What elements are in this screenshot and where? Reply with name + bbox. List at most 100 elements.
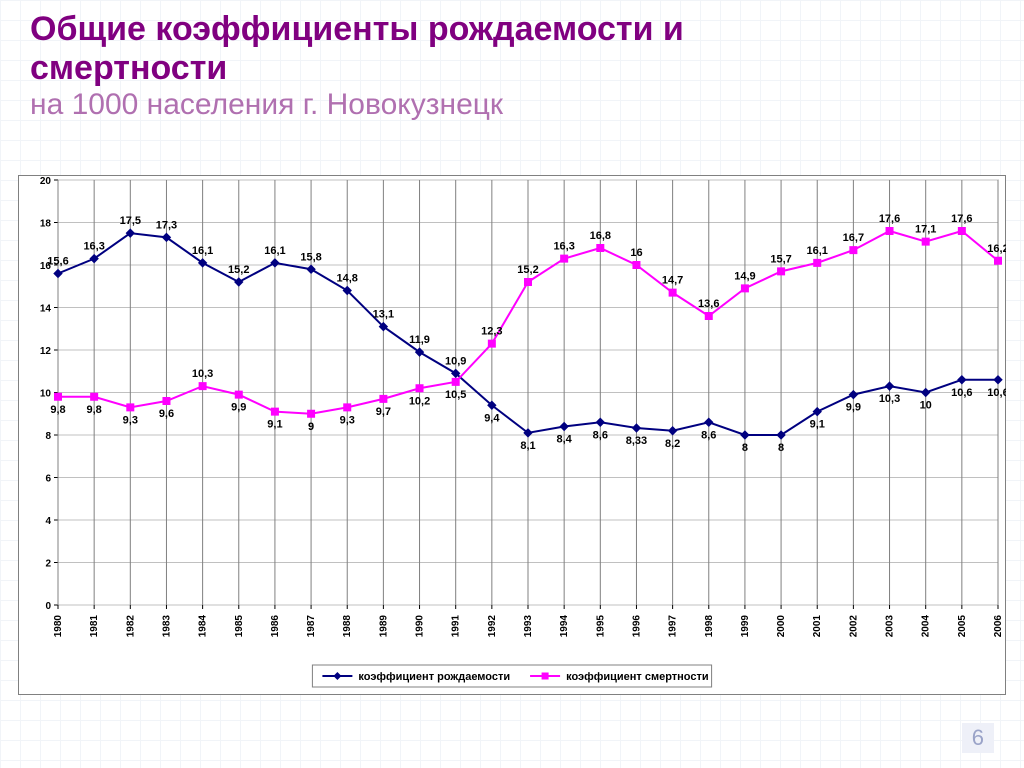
svg-text:1992: 1992 bbox=[487, 615, 498, 638]
svg-text:2000: 2000 bbox=[776, 615, 787, 638]
svg-text:8,2: 8,2 bbox=[665, 438, 680, 450]
svg-text:1995: 1995 bbox=[595, 615, 606, 638]
svg-text:14: 14 bbox=[40, 304, 52, 315]
svg-text:2002: 2002 bbox=[848, 615, 859, 638]
svg-text:16,2: 16,2 bbox=[987, 243, 1006, 255]
svg-text:15,7: 15,7 bbox=[770, 253, 791, 265]
svg-text:1991: 1991 bbox=[451, 615, 462, 638]
svg-text:12,3: 12,3 bbox=[481, 326, 502, 338]
svg-text:9,9: 9,9 bbox=[231, 402, 246, 414]
svg-text:15,8: 15,8 bbox=[300, 251, 321, 263]
line-chart: 0 2 4 6 8 10 12 14 16 18 20 1980 1981 1982 1983 1984 198… bbox=[18, 175, 1006, 695]
svg-text:9,3: 9,3 bbox=[340, 414, 355, 426]
svg-text:14,7: 14,7 bbox=[662, 275, 683, 287]
svg-text:14,8: 14,8 bbox=[337, 273, 358, 285]
svg-text:17,5: 17,5 bbox=[120, 215, 141, 227]
svg-text:18: 18 bbox=[40, 219, 52, 230]
svg-text:2006: 2006 bbox=[993, 615, 1004, 638]
svg-text:12: 12 bbox=[40, 346, 52, 357]
svg-text:15,2: 15,2 bbox=[228, 264, 249, 276]
svg-text:1994: 1994 bbox=[559, 615, 570, 638]
svg-text:16,1: 16,1 bbox=[192, 245, 213, 257]
svg-text:10,9: 10,9 bbox=[445, 355, 466, 367]
svg-text:1987: 1987 bbox=[306, 615, 317, 638]
svg-text:9,9: 9,9 bbox=[846, 402, 861, 414]
svg-text:9,6: 9,6 bbox=[159, 408, 174, 420]
svg-text:1993: 1993 bbox=[523, 615, 534, 638]
title-line2: смертности bbox=[30, 49, 990, 88]
svg-text:17,6: 17,6 bbox=[879, 213, 900, 225]
svg-text:9,4: 9,4 bbox=[484, 412, 500, 424]
svg-text:9,7: 9,7 bbox=[376, 406, 391, 418]
svg-text:9,1: 9,1 bbox=[267, 419, 282, 431]
svg-text:9,3: 9,3 bbox=[123, 414, 138, 426]
svg-text:16,3: 16,3 bbox=[83, 241, 104, 253]
svg-text:16,1: 16,1 bbox=[264, 245, 285, 257]
svg-text:8: 8 bbox=[742, 442, 748, 454]
svg-text:1996: 1996 bbox=[631, 615, 642, 638]
svg-text:1997: 1997 bbox=[668, 615, 679, 638]
svg-text:16,3: 16,3 bbox=[553, 241, 574, 253]
page-number: 6 bbox=[962, 723, 994, 753]
svg-text:10,6: 10,6 bbox=[987, 387, 1006, 399]
svg-text:9: 9 bbox=[308, 421, 314, 433]
svg-text:16,1: 16,1 bbox=[807, 245, 828, 257]
svg-text:4: 4 bbox=[45, 516, 51, 527]
svg-text:10,2: 10,2 bbox=[409, 395, 430, 407]
svg-text:15,6: 15,6 bbox=[47, 256, 68, 268]
svg-text:1981: 1981 bbox=[89, 615, 100, 638]
svg-text:9,8: 9,8 bbox=[87, 404, 102, 416]
svg-text:1986: 1986 bbox=[270, 615, 281, 638]
svg-text:10,3: 10,3 bbox=[192, 368, 213, 380]
svg-text:17,3: 17,3 bbox=[156, 219, 177, 231]
svg-text:10,3: 10,3 bbox=[879, 393, 900, 405]
svg-text:1984: 1984 bbox=[198, 615, 209, 638]
svg-text:8,33: 8,33 bbox=[626, 435, 647, 447]
svg-text:8,6: 8,6 bbox=[701, 429, 716, 441]
svg-text:коэффициент рождаемости: коэффициент рождаемости bbox=[358, 671, 510, 683]
svg-text:1989: 1989 bbox=[378, 615, 389, 638]
svg-text:8: 8 bbox=[45, 431, 51, 442]
svg-text:10,6: 10,6 bbox=[951, 387, 972, 399]
svg-text:1998: 1998 bbox=[704, 615, 715, 638]
svg-text:коэффициент смертности: коэффициент смертности bbox=[566, 671, 709, 683]
svg-text:2001: 2001 bbox=[812, 615, 823, 638]
svg-text:8,6: 8,6 bbox=[593, 429, 608, 441]
svg-text:16,8: 16,8 bbox=[590, 230, 611, 242]
svg-text:20: 20 bbox=[40, 176, 52, 187]
svg-text:11,9: 11,9 bbox=[409, 334, 430, 346]
svg-text:1980: 1980 bbox=[53, 615, 64, 638]
svg-text:2003: 2003 bbox=[885, 615, 896, 638]
svg-text:8: 8 bbox=[778, 442, 784, 454]
svg-text:17,1: 17,1 bbox=[915, 224, 936, 236]
svg-text:16,7: 16,7 bbox=[843, 232, 864, 244]
title-line1: Общие коэффициенты рождаемости и bbox=[30, 10, 990, 49]
svg-text:17,6: 17,6 bbox=[951, 213, 972, 225]
svg-text:10,5: 10,5 bbox=[445, 389, 466, 401]
svg-text:15,2: 15,2 bbox=[517, 264, 538, 276]
title-subtitle: на 1000 населения г. Новокузнецк bbox=[30, 88, 990, 123]
chart-container: 0 2 4 6 8 10 12 14 16 18 20 1980 1981 1982 1983 1984 198… bbox=[18, 175, 1006, 695]
svg-text:2004: 2004 bbox=[921, 615, 932, 638]
svg-text:1982: 1982 bbox=[125, 615, 136, 638]
svg-text:8,4: 8,4 bbox=[557, 434, 573, 446]
svg-text:16: 16 bbox=[630, 247, 642, 259]
svg-text:10: 10 bbox=[920, 400, 932, 412]
svg-text:1988: 1988 bbox=[342, 615, 353, 638]
svg-text:1990: 1990 bbox=[415, 615, 426, 638]
svg-text:13,1: 13,1 bbox=[373, 309, 394, 321]
svg-text:13,6: 13,6 bbox=[698, 298, 719, 310]
svg-text:9,8: 9,8 bbox=[50, 404, 65, 416]
svg-text:6: 6 bbox=[45, 474, 51, 485]
svg-text:2: 2 bbox=[45, 559, 51, 570]
svg-text:1999: 1999 bbox=[740, 615, 751, 638]
svg-text:2005: 2005 bbox=[957, 615, 968, 638]
svg-text:9,1: 9,1 bbox=[810, 419, 825, 431]
svg-text:8,1: 8,1 bbox=[520, 440, 535, 452]
slide-title: Общие коэффициенты рождаемости и смертно… bbox=[30, 10, 990, 123]
svg-text:10: 10 bbox=[40, 389, 52, 400]
svg-text:0: 0 bbox=[45, 601, 51, 612]
svg-text:14,9: 14,9 bbox=[734, 270, 755, 282]
svg-text:1983: 1983 bbox=[161, 615, 172, 638]
svg-text:1985: 1985 bbox=[234, 615, 245, 638]
